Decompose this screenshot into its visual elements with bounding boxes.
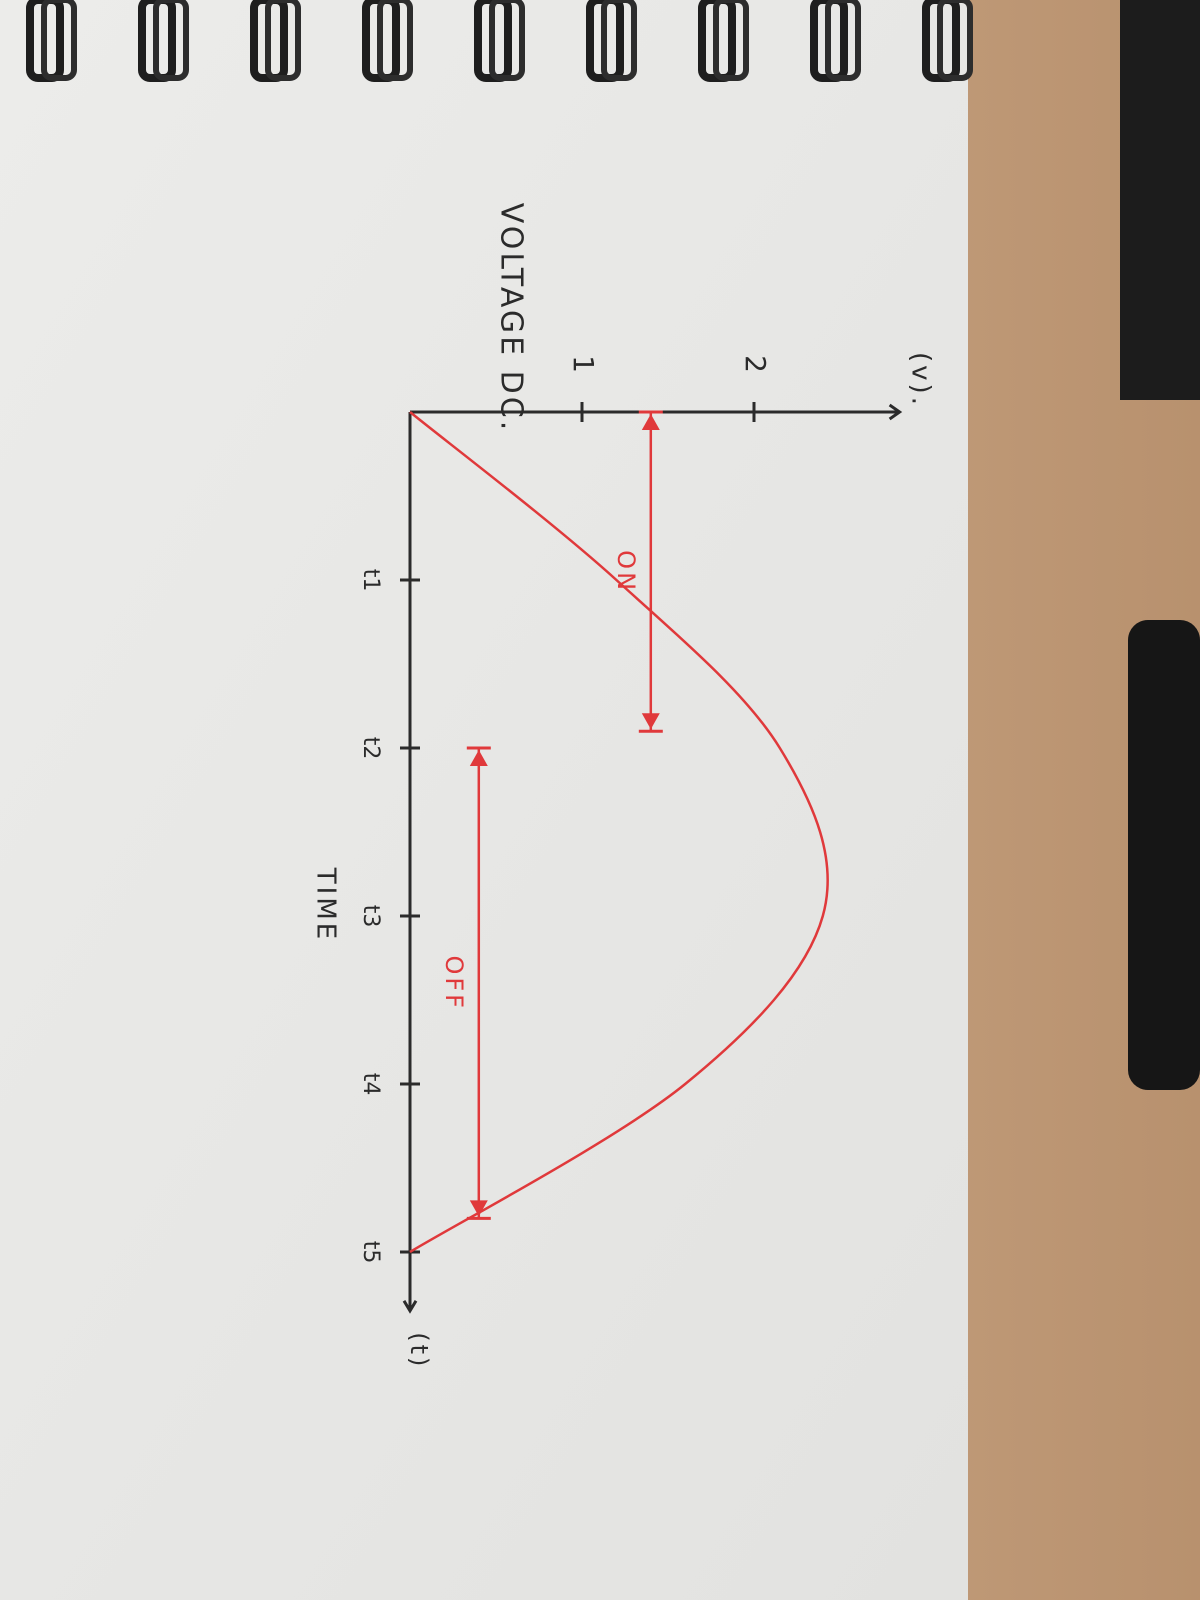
on-label: ON	[612, 550, 640, 593]
on-arrowhead-start	[641, 414, 660, 430]
spiral-ring	[377, 0, 413, 81]
spiral-ring	[825, 0, 861, 81]
y-tick-label: 2	[739, 355, 772, 373]
x-axis-end-label: (t)	[405, 1332, 433, 1369]
off-arrowhead-end	[469, 1200, 488, 1217]
x-axis-label: TIME	[311, 867, 341, 942]
notebook-page	[0, 0, 968, 1600]
chart-area: t1 t2 t3 t4 t5 1 2 VOLTAGE DC. (v). TIME (t) ON OFF	[311, 203, 936, 1370]
dark-object-middle	[1128, 620, 1200, 1090]
x-tick-label: t3	[358, 905, 383, 928]
x-tick-label: t2	[358, 737, 383, 760]
off-arrowhead-start	[469, 750, 488, 766]
spiral-ring	[489, 0, 525, 81]
voltage-curve	[409, 411, 829, 1254]
voltage-axis-arrow	[888, 403, 903, 421]
spiral-ring	[41, 0, 77, 81]
on-arrowhead-end	[641, 713, 660, 730]
time-axis-arrow	[402, 1300, 418, 1314]
dark-object-edge	[1120, 0, 1200, 400]
off-label: OFF	[440, 955, 468, 1011]
spiral-binding	[26, 0, 973, 82]
y-tick-label: 1	[567, 355, 600, 373]
y-axis-label: (v).	[906, 352, 936, 408]
x-tick-label: t4	[358, 1073, 383, 1096]
spiral-ring	[937, 0, 973, 81]
spiral-ring	[265, 0, 301, 81]
chart-title: VOLTAGE DC.	[494, 203, 529, 434]
x-tick-label: t5	[358, 1241, 383, 1264]
spiral-ring	[601, 0, 637, 81]
spiral-ring	[713, 0, 749, 81]
spiral-ring	[153, 0, 189, 81]
x-tick-label: t1	[358, 569, 383, 592]
